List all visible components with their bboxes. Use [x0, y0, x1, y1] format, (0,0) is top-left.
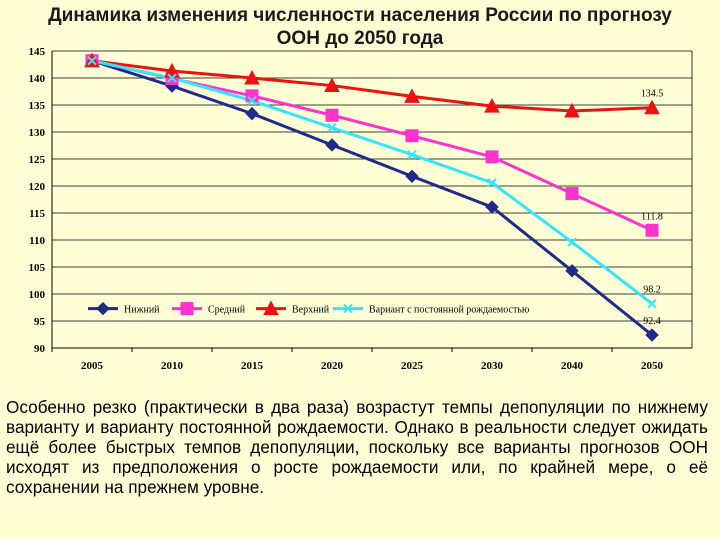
- y-tick-label: 95: [34, 316, 46, 328]
- data-point-medium: [325, 108, 339, 122]
- x-tick-label: 2040: [561, 360, 584, 372]
- legend-marker-upper: [263, 300, 279, 316]
- chart-title: Динамика изменения численности населения…: [48, 5, 672, 49]
- legend-marker-lower: [96, 301, 110, 316]
- legend-label-medium: Средний: [208, 305, 246, 316]
- data-point-upper: [324, 77, 340, 93]
- x-axis-ticks: 2005 2010 2015 2020 2025 2030 2040 2050: [51, 348, 664, 372]
- y-tick-label: 135: [29, 100, 46, 112]
- legend: Нижний Средний Верхний Вариант с постоянной…: [88, 300, 530, 316]
- x-stroke: [407, 149, 417, 160]
- y-tick-label: 90: [34, 343, 46, 355]
- x-tick-label: 2050: [641, 360, 664, 372]
- x-tick-label: 2005: [81, 360, 104, 372]
- series-line-constant-fertility: [91, 59, 653, 305]
- y-tick-label: 145: [29, 46, 46, 58]
- x-stroke: [167, 73, 177, 83]
- data-point-constant-fertility: [487, 178, 497, 188]
- data-point-upper: [484, 98, 500, 113]
- x-tick-label: 2020: [321, 360, 344, 372]
- x-stroke: [487, 178, 497, 188]
- x-stroke: [647, 299, 657, 309]
- data-point-constant-fertility: [327, 122, 337, 133]
- data-label-lower: 92.4: [643, 316, 661, 327]
- legend-marker-constant-fertility: [343, 303, 353, 314]
- y-tick-label: 130: [29, 127, 46, 139]
- data-point-constant-fertility: [407, 149, 417, 160]
- data-label-medium: 111.8: [641, 211, 663, 222]
- legend-label-upper: Верхний: [292, 305, 330, 316]
- x-tick-label: 2025: [401, 360, 424, 372]
- y-tick-label: 115: [29, 208, 45, 220]
- data-point-medium: [485, 150, 499, 164]
- data-point-constant-fertility: [247, 95, 257, 106]
- data-label-constant-fertility: 98.2: [643, 285, 661, 296]
- grid-lines: [51, 50, 693, 349]
- series-line-lower: [91, 59, 653, 337]
- y-tick-label: 110: [29, 235, 45, 247]
- data-point-lower: [645, 328, 659, 342]
- data-point-upper: [404, 88, 420, 103]
- data-point-medium: [565, 187, 579, 201]
- plot-area: [52, 51, 692, 348]
- y-tick-label: 120: [29, 181, 46, 193]
- data-label-upper: 134.5: [641, 89, 664, 100]
- x-tick-label: 2030: [481, 360, 504, 372]
- series-lines: [84, 52, 660, 342]
- data-point-lower: [565, 264, 579, 278]
- data-point-medium: [405, 129, 419, 143]
- y-tick-label: 105: [29, 262, 46, 274]
- legend-marker-medium: [180, 302, 194, 316]
- y-tick-label: 140: [29, 73, 46, 85]
- y-axis-ticks: 90 95 100 105 110 115 120 125 130 135 140 145: [29, 46, 46, 355]
- data-point-constant-fertility: [567, 237, 577, 247]
- x-stroke: [87, 56, 97, 66]
- data-point-lower: [325, 138, 339, 152]
- x-stroke: [343, 303, 353, 314]
- x-tick-label: 2010: [161, 360, 184, 372]
- data-point-upper: [564, 102, 580, 118]
- y-tick-label: 100: [29, 289, 46, 301]
- x-stroke: [327, 122, 337, 133]
- x-tick-label: 2015: [241, 360, 264, 372]
- data-point-upper: [244, 69, 260, 85]
- data-point-lower: [405, 169, 419, 183]
- data-point-lower: [245, 106, 259, 121]
- x-stroke: [567, 237, 577, 247]
- data-point-lower: [485, 200, 499, 214]
- y-tick-label: 125: [29, 154, 46, 166]
- caption-text: Особенно резко (практически в два раза) …: [6, 397, 708, 497]
- legend-label-constant-fertility: Вариант с постоянной рождаемостью: [369, 305, 530, 316]
- data-point-upper: [644, 99, 660, 115]
- series-line-upper: [91, 59, 653, 113]
- data-point-constant-fertility: [647, 299, 657, 309]
- data-point-constant-fertility: [167, 73, 177, 83]
- x-stroke: [247, 95, 257, 106]
- data-point-medium: [645, 223, 659, 237]
- data-labels: 92.4 111.8 134.5 98.2: [641, 89, 664, 327]
- legend-label-lower: Нижний: [124, 305, 160, 316]
- data-point-constant-fertility: [87, 56, 97, 66]
